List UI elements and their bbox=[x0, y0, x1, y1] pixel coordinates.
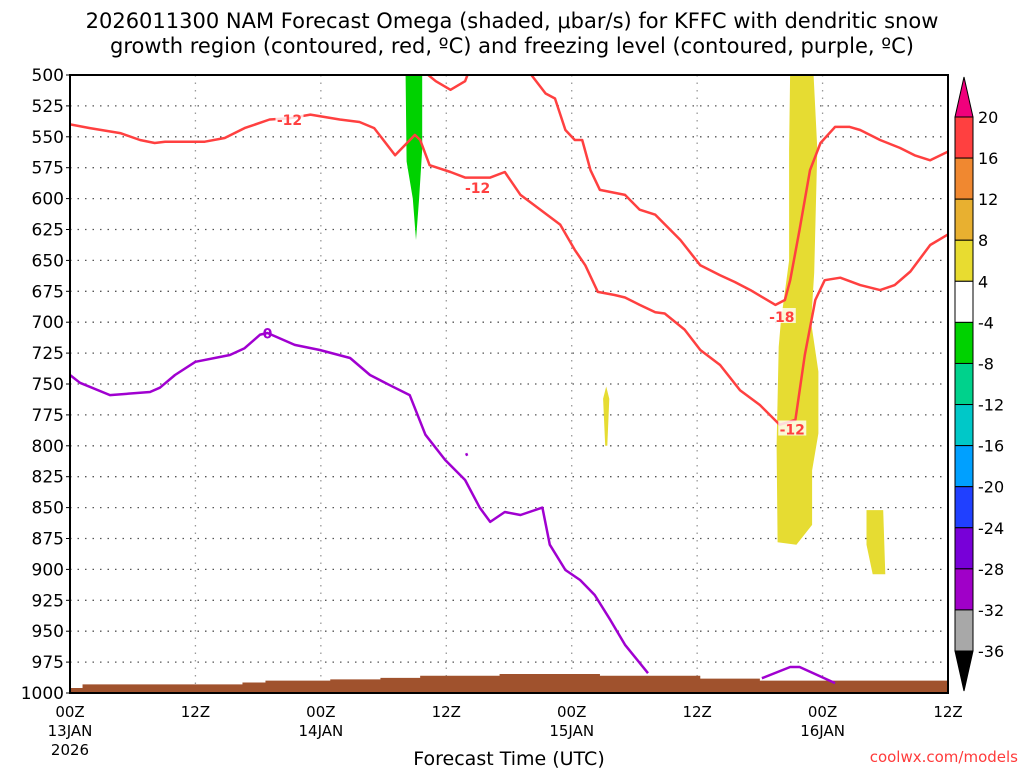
x-tick-label: 13JAN bbox=[48, 722, 93, 740]
colorbar-label: 12 bbox=[978, 190, 998, 209]
dgz-contour-label: -18 bbox=[769, 310, 794, 326]
omega-region bbox=[866, 510, 886, 575]
contour-labels: -12 -12 -18 -12 0 bbox=[263, 110, 807, 438]
terrain-fill bbox=[70, 673, 948, 693]
dgz-contour-line bbox=[529, 75, 948, 307]
colorbar-label: -28 bbox=[978, 560, 1004, 579]
colorbar-swatch bbox=[954, 609, 974, 652]
colorbar-label: -12 bbox=[978, 396, 1004, 415]
y-axis: 500 525 550 575 600 625 650 675 700 725 750 775 800 8… bbox=[21, 66, 70, 704]
y-tick-label: 975 bbox=[32, 653, 64, 673]
y-tick-label: 750 bbox=[32, 375, 64, 395]
dgz-contours bbox=[70, 75, 948, 427]
colorbar-swatch bbox=[954, 486, 974, 529]
colorbar-swatch bbox=[954, 198, 974, 241]
colorbar-label: -4 bbox=[978, 313, 994, 332]
colorbar-label: 20 bbox=[978, 108, 998, 127]
colorbar-swatch bbox=[954, 445, 974, 488]
colorbar-swatch bbox=[954, 157, 974, 200]
colorbar-label: -36 bbox=[978, 642, 1004, 661]
colorbar-label: -20 bbox=[978, 478, 1004, 497]
grid-lines bbox=[70, 74, 948, 694]
dgz-contour-label: -12 bbox=[277, 113, 302, 129]
dgz-contour-label: -12 bbox=[465, 181, 490, 197]
y-tick-label: 725 bbox=[32, 344, 64, 364]
y-tick-label: 500 bbox=[32, 66, 64, 86]
label-bg bbox=[463, 178, 492, 194]
x-tick-label: 00Z bbox=[808, 703, 837, 721]
colorbar-label: -16 bbox=[978, 437, 1004, 456]
freezing-level-line bbox=[761, 665, 836, 685]
colorbar-top-arrow bbox=[954, 76, 974, 118]
y-tick-label: 575 bbox=[32, 159, 64, 179]
colorbar-label: -8 bbox=[978, 354, 994, 373]
label-bg bbox=[778, 420, 807, 436]
omega-region bbox=[776, 75, 819, 545]
y-tick-label: 525 bbox=[32, 97, 64, 117]
colorbar-swatch bbox=[954, 280, 974, 323]
y-tick-label: 850 bbox=[32, 499, 64, 519]
y-tick-label: 650 bbox=[32, 251, 64, 271]
freezing-level-line bbox=[464, 452, 469, 457]
x-tick-label: 14JAN bbox=[298, 722, 343, 740]
x-tick-label: 16JAN bbox=[800, 722, 845, 740]
colorbar-swatch bbox=[954, 404, 974, 447]
label-bg bbox=[767, 308, 796, 324]
x-tick-label: 00Z bbox=[55, 703, 84, 721]
x-tick-label: 00Z bbox=[557, 703, 586, 721]
colorbar-label: -24 bbox=[978, 519, 1004, 538]
credit-link[interactable]: coolwx.com/models bbox=[870, 748, 1018, 766]
x-axis-title: Forecast Time (UTC) bbox=[413, 748, 604, 768]
y-tick-label: 625 bbox=[32, 221, 64, 241]
colorbar-swatch bbox=[954, 116, 974, 159]
colorbar-swatch bbox=[954, 527, 974, 570]
freezing-level-line bbox=[70, 331, 649, 674]
x-tick-label: 12Z bbox=[181, 703, 210, 721]
x-tick-label: 12Z bbox=[682, 703, 711, 721]
colorbar: 20 16 12 8 4 -4 -8 -12 -16 -20 -24 -28 -32 -36 bbox=[954, 76, 1004, 692]
colorbar-label: 4 bbox=[978, 272, 988, 291]
chart-title-line2: growth region (contoured, red, ºC) and f… bbox=[110, 34, 914, 58]
x-tick-label: 00Z bbox=[306, 703, 335, 721]
omega-region bbox=[405, 75, 423, 240]
chart-title-line1: 2026011300 NAM Forecast Omega (shaded, μ… bbox=[86, 9, 939, 33]
y-tick-label: 1000 bbox=[21, 684, 64, 704]
colorbar-label: 8 bbox=[978, 231, 988, 250]
x-tick-label: 15JAN bbox=[549, 722, 594, 740]
label-bg bbox=[275, 110, 304, 126]
y-tick-label: 950 bbox=[32, 622, 64, 642]
colorbar-swatch bbox=[954, 321, 974, 364]
y-tick-label: 875 bbox=[32, 530, 64, 550]
y-tick-label: 675 bbox=[32, 282, 64, 302]
dgz-contour-label: -12 bbox=[780, 422, 805, 438]
colorbar-swatch bbox=[954, 362, 974, 406]
y-tick-label: 800 bbox=[32, 437, 64, 457]
colorbar-bottom-arrow bbox=[954, 650, 974, 692]
y-tick-label: 700 bbox=[32, 313, 64, 333]
colorbar-label: 16 bbox=[978, 149, 998, 168]
y-tick-label: 600 bbox=[32, 190, 64, 210]
x-tick-label: 2026 bbox=[51, 741, 89, 759]
freezing-level-contours bbox=[70, 331, 836, 685]
terrain bbox=[70, 673, 948, 693]
colorbar-label: -32 bbox=[978, 601, 1004, 620]
freezing-level-label: 0 bbox=[263, 326, 273, 342]
dgz-contour-line bbox=[426, 75, 469, 92]
x-tick-label: 12Z bbox=[933, 703, 962, 721]
colorbar-swatch bbox=[954, 568, 974, 611]
colorbar-swatch bbox=[954, 239, 974, 282]
omega-shading bbox=[405, 75, 886, 575]
y-tick-label: 900 bbox=[32, 560, 64, 580]
y-tick-label: 825 bbox=[32, 468, 64, 488]
y-tick-label: 925 bbox=[32, 591, 64, 611]
dgz-contour-line bbox=[70, 113, 948, 427]
y-tick-label: 775 bbox=[32, 406, 64, 426]
x-tick-label: 12Z bbox=[432, 703, 461, 721]
y-tick-label: 550 bbox=[32, 128, 64, 148]
omega-region bbox=[603, 386, 610, 446]
